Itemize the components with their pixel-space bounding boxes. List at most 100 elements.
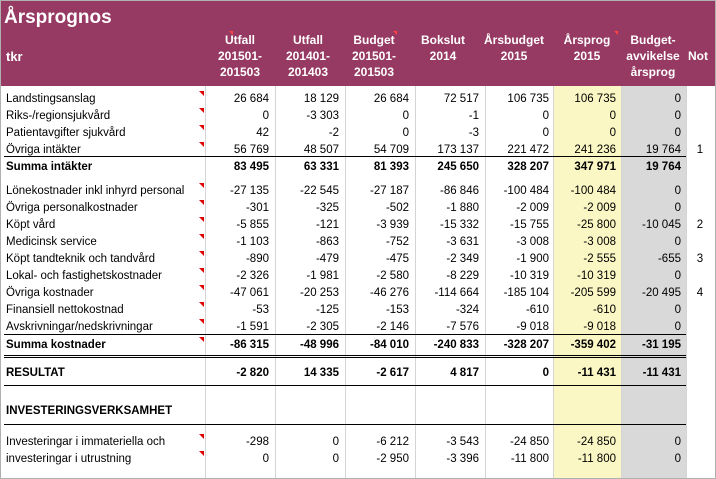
cell-value[interactable]: 4 817 xyxy=(450,367,479,379)
row-label[interactable]: Köpt tandteknik och tandvård xyxy=(6,253,155,265)
cell-value[interactable]: -86 315 xyxy=(229,339,269,351)
cell-value[interactable]: 221 472 xyxy=(507,144,549,156)
cell-value[interactable]: -479 xyxy=(315,253,339,265)
cell-value[interactable]: -240 833 xyxy=(433,339,479,351)
cell-value[interactable]: -31 195 xyxy=(641,339,681,351)
cell-value[interactable]: -114 664 xyxy=(434,287,479,299)
cell-value[interactable]: 81 393 xyxy=(373,161,409,173)
cell-value[interactable]: -3 008 xyxy=(583,236,616,248)
cell-value[interactable]: 173 137 xyxy=(437,144,479,156)
cell-value[interactable]: -1 900 xyxy=(516,253,549,265)
cell-value[interactable]: -2 349 xyxy=(446,253,479,265)
cell-value[interactable]: 0 xyxy=(542,127,549,139)
cell-value[interactable]: -25 800 xyxy=(576,219,616,231)
cell-value[interactable]: 19 764 xyxy=(645,161,681,173)
cell-value[interactable]: -3 939 xyxy=(376,219,409,231)
cell-value[interactable]: -20 253 xyxy=(299,287,339,299)
cell-value[interactable]: 54 709 xyxy=(373,144,409,156)
cell-value[interactable]: -11 800 xyxy=(510,453,549,465)
cell-value[interactable]: 56 769 xyxy=(233,144,269,156)
row-label[interactable]: Riks-/regionsjukvård xyxy=(6,110,111,122)
cell-value[interactable]: -84 010 xyxy=(369,339,409,351)
cell-value[interactable]: -15 755 xyxy=(509,219,549,231)
cell-value[interactable]: 347 971 xyxy=(574,161,616,173)
comment-indicator[interactable] xyxy=(199,302,204,307)
cell-value[interactable]: 0 xyxy=(262,110,269,122)
cell-value[interactable]: 0 xyxy=(674,127,681,139)
cell-value[interactable]: -610 xyxy=(525,304,549,316)
cell-value[interactable]: 0 xyxy=(332,436,339,448)
cell-value[interactable]: -11 800 xyxy=(577,453,616,465)
cell-value[interactable]: 241 236 xyxy=(574,144,616,156)
cell-value[interactable]: -24 850 xyxy=(576,436,616,448)
cell-value[interactable]: -2 580 xyxy=(376,270,409,282)
cell-value[interactable]: -153 xyxy=(385,304,409,316)
cell-value[interactable]: 0 xyxy=(674,321,681,333)
cell-value[interactable]: 0 xyxy=(674,436,681,448)
cell-value[interactable]: 18 129 xyxy=(303,93,339,105)
row-label[interactable]: RESULTAT xyxy=(6,367,65,379)
cell-value[interactable]: -890 xyxy=(245,253,269,265)
comment-indicator[interactable] xyxy=(229,31,233,35)
cell-value[interactable]: -100 484 xyxy=(503,185,549,197)
cell-value[interactable]: -324 xyxy=(455,304,479,316)
row-label[interactable]: investeringar i utrustning xyxy=(6,453,132,465)
cell-value[interactable]: 0 xyxy=(542,110,549,122)
comment-indicator[interactable] xyxy=(199,125,204,130)
cell-value[interactable]: 26 684 xyxy=(373,93,409,105)
row-label[interactable]: Övriga personalkostnader xyxy=(6,202,138,214)
row-label[interactable]: Finansiell nettokostnad xyxy=(6,304,124,316)
cell-value[interactable]: -2 009 xyxy=(583,202,616,214)
comment-indicator[interactable] xyxy=(614,31,618,35)
cell-value[interactable]: -185 104 xyxy=(503,287,549,299)
cell-value[interactable]: -6 212 xyxy=(376,436,409,448)
cell-value[interactable]: -121 xyxy=(315,219,339,231)
cell-value[interactable]: 0 xyxy=(674,453,681,465)
cell-value[interactable]: 0 xyxy=(674,110,681,122)
row-label[interactable]: Medicinsk service xyxy=(6,236,97,248)
cell-value[interactable]: -863 xyxy=(315,236,339,248)
cell-value[interactable]: -2 326 xyxy=(236,270,269,282)
cell-value[interactable]: -325 xyxy=(315,202,339,214)
cell-value[interactable]: -610 xyxy=(592,304,616,316)
cell-value[interactable]: -2 820 xyxy=(236,367,269,379)
cell-value[interactable]: -10 045 xyxy=(641,219,681,231)
cell-value[interactable]: -20 495 xyxy=(641,287,681,299)
cell-value[interactable]: -655 xyxy=(657,253,681,265)
cell-value[interactable]: -328 207 xyxy=(503,339,549,351)
cell-value[interactable]: 0 xyxy=(674,185,681,197)
cell-value[interactable]: -1 103 xyxy=(236,236,269,248)
comment-indicator[interactable] xyxy=(199,337,204,342)
cell-value[interactable]: 0 xyxy=(609,110,616,122)
row-label[interactable]: Avskrivningar/nedskrivningar xyxy=(6,321,153,333)
cell-value[interactable]: -301 xyxy=(245,202,269,214)
cell-value[interactable]: 83 495 xyxy=(233,161,269,173)
cell-value[interactable]: -2 146 xyxy=(376,321,409,333)
cell-value[interactable]: 0 xyxy=(542,367,549,379)
cell-value[interactable]: -2 xyxy=(328,127,339,139)
cell-value[interactable]: 14 335 xyxy=(303,367,339,379)
row-label[interactable]: Lönekostnader inkl inhyrd personal xyxy=(6,185,185,197)
cell-value[interactable]: -86 846 xyxy=(439,185,479,197)
comment-indicator[interactable] xyxy=(393,31,397,35)
cell-value[interactable]: -27 135 xyxy=(229,185,269,197)
cell-value[interactable]: -298 xyxy=(245,436,269,448)
cell-value[interactable]: 0 xyxy=(402,127,409,139)
cell-value[interactable]: 26 684 xyxy=(233,93,269,105)
cell-value[interactable]: 106 735 xyxy=(574,93,616,105)
cell-value[interactable]: -205 599 xyxy=(570,287,616,299)
cell-value[interactable]: -1 880 xyxy=(446,202,479,214)
cell-value[interactable]: -3 xyxy=(468,127,479,139)
cell-value[interactable]: 0 xyxy=(674,304,681,316)
row-label[interactable]: Övriga kostnader xyxy=(6,287,94,299)
row-label[interactable]: Patientavgifter sjukvård xyxy=(6,127,126,139)
comment-indicator[interactable] xyxy=(199,234,204,239)
comment-indicator[interactable] xyxy=(199,200,204,205)
comment-indicator[interactable] xyxy=(199,434,204,439)
cell-value[interactable]: -11 431 xyxy=(642,367,681,379)
comment-indicator[interactable] xyxy=(199,251,204,256)
row-label[interactable]: Övriga intäkter xyxy=(6,144,81,156)
cell-value[interactable]: 106 735 xyxy=(507,93,549,105)
cell-value[interactable]: -47 061 xyxy=(229,287,269,299)
cell-value[interactable]: -2 009 xyxy=(516,202,549,214)
